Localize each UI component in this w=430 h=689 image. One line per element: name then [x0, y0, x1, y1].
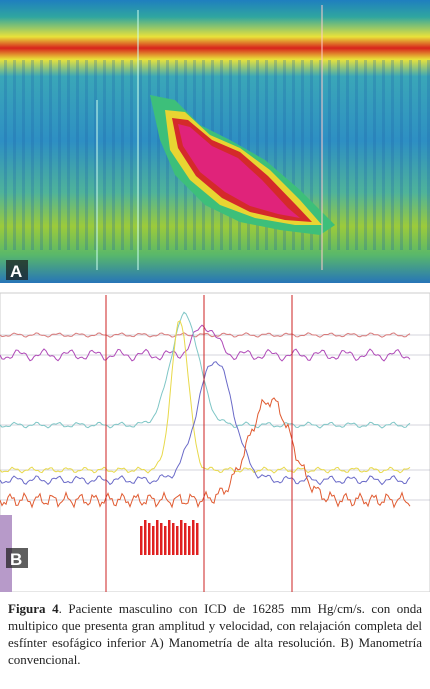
stripe [409, 60, 412, 250]
stripe [139, 60, 142, 250]
stripe [391, 60, 394, 250]
stripe [76, 60, 79, 250]
stripe [94, 60, 97, 250]
stripe [373, 60, 376, 250]
stripe [121, 60, 124, 250]
panel-b: B [0, 292, 430, 592]
trace [0, 397, 411, 509]
stripe [256, 60, 259, 250]
stripe [274, 60, 277, 250]
stripe [427, 60, 430, 250]
relax-bar [176, 526, 179, 555]
relax-bar [184, 523, 187, 555]
stripe [319, 60, 322, 250]
relax-bar [140, 526, 143, 555]
relax-bar [160, 523, 163, 555]
stripe [31, 60, 34, 250]
stripe [22, 60, 25, 250]
stripe [292, 60, 295, 250]
stripe [112, 60, 115, 250]
stripe [355, 60, 358, 250]
tracing-area [0, 292, 430, 592]
panel-label: B [10, 550, 22, 569]
stripe [400, 60, 403, 250]
panel-label-box [6, 260, 28, 280]
stripe [58, 60, 61, 250]
relax-bar [152, 526, 155, 555]
stripe [148, 60, 151, 250]
stripe [49, 60, 52, 250]
panel-label: A [10, 262, 22, 281]
relax-bar [164, 526, 167, 555]
relax-bar [192, 520, 195, 555]
stripe [130, 60, 133, 250]
panel-a: A [0, 0, 430, 283]
stripe [157, 60, 160, 250]
stripe [364, 60, 367, 250]
relax-bar [172, 523, 175, 555]
relax-bar [148, 523, 151, 555]
relax-bar [156, 520, 159, 555]
stripe [301, 60, 304, 250]
trace [0, 320, 411, 474]
contraction-peak [178, 124, 300, 218]
stripe [418, 60, 421, 250]
panel-label-box [6, 548, 28, 568]
trace [0, 332, 411, 338]
stripe [337, 60, 340, 250]
stripe [382, 60, 385, 250]
trace [0, 361, 411, 486]
relax-bar [168, 520, 171, 555]
relax-bar [144, 520, 147, 555]
stripe [310, 60, 313, 250]
caption-label: Figura 4 [8, 601, 59, 616]
figure: A B [0, 0, 430, 592]
caption-text: . Paciente masculino con ICD de 16285 mm… [8, 601, 422, 667]
relax-bar [196, 523, 199, 555]
stripe [346, 60, 349, 250]
relax-bar [180, 520, 183, 555]
relax-bar [188, 526, 191, 555]
stripe [103, 60, 106, 250]
trace [0, 324, 411, 362]
stripe [67, 60, 70, 250]
stripe [265, 60, 268, 250]
stripe [13, 60, 16, 250]
traces [0, 311, 430, 555]
stripe [283, 60, 286, 250]
stripe [85, 60, 88, 250]
caption: Figura 4. Paciente masculino con ICD de … [8, 600, 422, 668]
stripe [328, 60, 331, 250]
stripe [40, 60, 43, 250]
trace [0, 311, 411, 429]
stripe [4, 60, 7, 250]
